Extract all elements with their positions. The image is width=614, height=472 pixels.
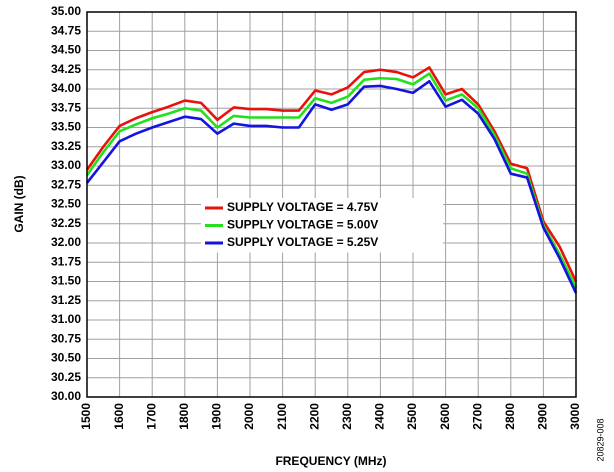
x-tick-label: 2800 bbox=[503, 403, 517, 430]
y-tick-label: 33.25 bbox=[51, 139, 81, 153]
x-axis-label: FREQUENCY (MHz) bbox=[275, 454, 386, 468]
data-line bbox=[85, 72, 578, 289]
x-tick-label: 3000 bbox=[568, 403, 582, 430]
y-tick-label: 34.25 bbox=[51, 62, 81, 76]
y-tick-label: 30.50 bbox=[51, 351, 81, 365]
x-tick-label: 2400 bbox=[373, 403, 387, 430]
legend-label: SUPPLY VOLTAGE = 5.25V bbox=[227, 235, 378, 249]
y-tick-label: 32.00 bbox=[51, 235, 81, 249]
x-tick-label: 1800 bbox=[177, 403, 191, 430]
y-tick-label: 31.00 bbox=[51, 312, 81, 326]
y-tick-label: 34.75 bbox=[51, 23, 81, 37]
y-tick-label: 33.75 bbox=[51, 100, 81, 114]
x-tick-label: 1600 bbox=[112, 403, 126, 430]
x-tick-label: 2900 bbox=[536, 403, 550, 430]
x-tick-label: 2100 bbox=[275, 403, 289, 430]
y-tick-label: 33.00 bbox=[51, 158, 81, 172]
y-tick-label: 32.50 bbox=[51, 197, 81, 211]
data-line bbox=[85, 66, 578, 283]
y-tick-label: 31.75 bbox=[51, 254, 81, 268]
y-tick-label: 30.00 bbox=[51, 389, 81, 403]
x-tick-label: 2600 bbox=[438, 403, 452, 430]
y-tick-label: 31.25 bbox=[51, 293, 81, 307]
y-tick-label: 32.75 bbox=[51, 177, 81, 191]
y-tick-label: 34.00 bbox=[51, 81, 81, 95]
y-tick-label: 30.75 bbox=[51, 331, 81, 345]
legend-box bbox=[201, 198, 443, 253]
plot-frame bbox=[86, 11, 577, 398]
x-tick-label: 2200 bbox=[307, 403, 321, 430]
x-tick-label: 1900 bbox=[210, 403, 224, 430]
data-line bbox=[85, 80, 578, 294]
x-tick-label: 2300 bbox=[340, 403, 354, 430]
figure-id: 20829-008 bbox=[595, 418, 605, 461]
legend-label: SUPPLY VOLTAGE = 5.00V bbox=[227, 218, 378, 232]
y-tick-label: 35.00 bbox=[51, 4, 81, 18]
y-tick-label: 34.50 bbox=[51, 43, 81, 57]
y-tick-label: 32.25 bbox=[51, 216, 81, 230]
y-tick-label: 33.50 bbox=[51, 120, 81, 134]
legend-label: SUPPLY VOLTAGE = 4.75V bbox=[227, 200, 378, 214]
x-tick-label: 1500 bbox=[79, 403, 93, 430]
x-tick-label: 2700 bbox=[470, 403, 484, 430]
x-tick-label: 1700 bbox=[144, 403, 158, 430]
x-tick-label: 2500 bbox=[405, 403, 419, 430]
y-axis-label: GAIN (dB) bbox=[12, 175, 26, 232]
x-tick-label: 2000 bbox=[242, 403, 256, 430]
y-tick-label: 31.50 bbox=[51, 274, 81, 288]
y-tick-label: 30.25 bbox=[51, 370, 81, 384]
